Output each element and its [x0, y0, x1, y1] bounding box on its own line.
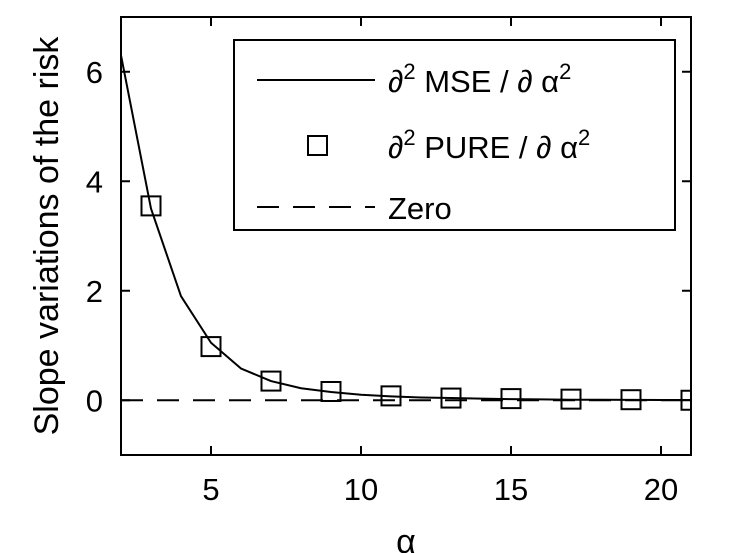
- legend-marker: [307, 135, 328, 156]
- data-point: [560, 388, 582, 410]
- y-tick-label: 6: [86, 55, 103, 90]
- legend-label: ∂2 PURE / ∂ α2: [388, 125, 590, 165]
- y-tick-label: 0: [86, 383, 103, 418]
- y-tick-label: 2: [86, 274, 103, 309]
- x-tick-label: 10: [344, 472, 378, 507]
- x-tick-label: 20: [644, 472, 678, 507]
- data-point: [140, 195, 162, 217]
- legend-label: Zero: [388, 191, 452, 226]
- series-layer: [121, 55, 691, 411]
- data-point: [440, 387, 462, 409]
- data-point: [380, 385, 402, 407]
- legend: ∂2 MSE / ∂ α2 ∂2 PURE / ∂ α2 Zero: [233, 39, 676, 231]
- data-point: [200, 336, 222, 358]
- y-tick-label: 4: [86, 164, 103, 199]
- x-tick-label: 5: [202, 472, 219, 507]
- y-axis-label: Slope variations of the risk: [28, 36, 66, 436]
- x-tick-label: 15: [494, 472, 528, 507]
- data-point: [320, 380, 342, 402]
- legend-label: ∂2 MSE / ∂ α2: [388, 59, 571, 99]
- series-1: [140, 195, 691, 411]
- data-point: [260, 370, 282, 392]
- tick-labels: 5 10 15 20 0 2 4 6: [86, 55, 678, 507]
- x-axis-label: α: [396, 523, 416, 553]
- data-point: [500, 388, 522, 410]
